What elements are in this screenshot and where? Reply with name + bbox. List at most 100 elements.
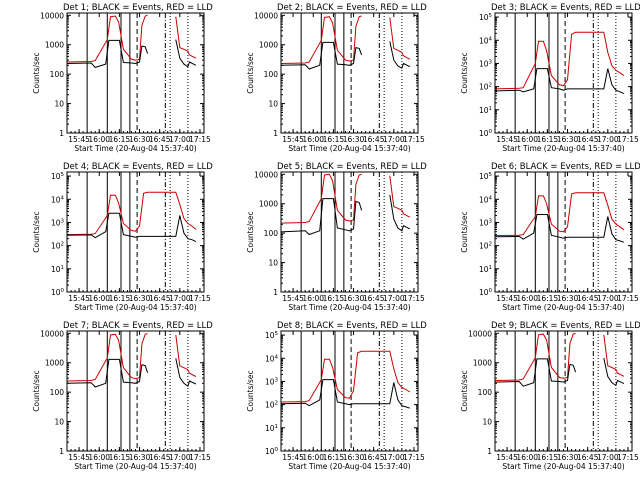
y-axis-label: Counts/sec [460,370,469,411]
x-tick-label: 16:15 [537,294,559,303]
y-tick-label: 100 [479,288,493,297]
y-axis-label: Counts/sec [32,370,41,411]
detector-panel-6: 100 101 102 103 104 105 15:4516:0016:1516:3016… [460,162,640,312]
y-tick-label: 1 [273,288,278,297]
x-tick-label: 15:45 [68,135,90,144]
x-tick-label: 16:15 [109,135,131,144]
series-line-lld [66,333,197,382]
x-tick-label: 17:15 [403,453,425,462]
detector-panel-1: 1 10 100 1000 10000 15:4516:0016:1516:3016:45… [32,3,213,153]
y-tick-label: 104 [51,195,65,204]
y-tick-label: 10 [268,100,278,109]
x-tick-label: 16:45 [149,453,171,462]
y-tick-label: 100 [50,70,65,79]
x-tick-label: 17:00 [169,294,191,303]
x-tick-label: 16:15 [537,135,559,144]
x-tick-label: 16:45 [149,294,171,303]
y-tick-label: 105 [479,172,493,181]
x-tick-label: 17:15 [189,294,211,303]
y-tick-label: 1000 [259,41,278,50]
x-tick-label: 17:00 [597,453,619,462]
x-tick-label: 16:00 [516,135,538,144]
series-line-lld [280,173,411,224]
y-axis-label: Counts/sec [32,211,41,252]
y-tick-label: 10 [268,259,278,268]
y-tick-label: 102 [479,83,492,92]
x-tick-label: 16:45 [363,135,385,144]
x-tick-label: 16:00 [516,453,538,462]
x-tick-label: 17:00 [383,135,405,144]
x-axis-label: Start Time (20-Aug-04 15:37:40) [502,303,624,312]
x-tick-label: 16:30 [343,453,365,462]
x-tick-label: 16:15 [323,453,345,462]
y-axis-label: Counts/sec [460,211,469,252]
x-tick-label: 17:00 [597,135,619,144]
y-tick-label: 100 [479,129,493,138]
x-tick-label: 17:15 [189,135,211,144]
y-tick-label: 10 [54,100,64,109]
detector-panel-3: 100 101 102 103 104 105 15:4516:0016:1516:3016… [460,3,640,153]
x-tick-label: 16:15 [109,453,131,462]
y-tick-label: 100 [264,229,279,238]
x-tick-label: 17:15 [617,135,639,144]
y-tick-label: 10000 [40,11,64,20]
x-tick-label: 15:45 [496,135,518,144]
x-tick-label: 16:15 [109,294,131,303]
x-axis-label: Start Time (20-Aug-04 15:37:40) [74,144,196,153]
x-tick-label: 15:45 [282,453,304,462]
y-axis-label: Counts/sec [32,52,41,93]
x-tick-label: 16:30 [557,453,579,462]
y-tick-label: 103 [265,377,279,386]
y-tick-label: 105 [51,172,65,181]
detector-panel-7: 1 10 100 1000 10000 15:4516:0016:1516:3016:45… [32,321,213,471]
y-tick-label: 103 [479,218,493,227]
series-line-events [494,357,625,387]
series-line-events [66,358,197,388]
x-tick-label: 15:45 [282,135,304,144]
x-tick-label: 17:15 [189,453,211,462]
x-tick-label: 16:45 [149,135,171,144]
x-tick-label: 15:45 [496,453,518,462]
x-tick-label: 17:00 [383,453,405,462]
panel-title: Det 7; BLACK = Events, RED = LLD [63,321,213,331]
x-axis-label: Start Time (20-Aug-04 15:37:40) [502,462,624,471]
y-tick-label: 1 [59,129,64,138]
y-axis-label: Counts/sec [246,52,255,93]
x-tick-label: 16:15 [323,135,345,144]
x-axis-label: Start Time (20-Aug-04 15:37:40) [74,462,196,471]
x-tick-label: 15:45 [68,294,90,303]
y-tick-label: 1000 [473,359,492,368]
x-tick-label: 16:15 [323,294,345,303]
y-tick-label: 1 [59,447,64,456]
panel-title: Det 6; BLACK = Events, RED = LLD [491,162,640,172]
y-tick-label: 104 [265,354,279,363]
y-tick-label: 10 [482,418,492,427]
x-tick-label: 17:00 [383,294,405,303]
panel-title: Det 5; BLACK = Events, RED = LLD [277,162,427,172]
series-line-lld [494,192,625,237]
x-tick-label: 16:00 [88,135,110,144]
y-tick-label: 101 [479,106,492,115]
y-tick-label: 101 [265,424,278,433]
detector-panel-4: 100 101 102 103 104 105 15:4516:0016:1516:3016… [32,162,213,312]
y-tick-label: 10000 [468,329,492,338]
x-axis-label: Start Time (20-Aug-04 15:37:40) [288,144,410,153]
x-tick-label: 16:30 [129,135,151,144]
x-tick-label: 16:30 [343,294,365,303]
panel-title: Det 9; BLACK = Events, RED = LLD [491,321,640,331]
panel-title: Det 2; BLACK = Events, RED = LLD [277,3,427,13]
y-tick-label: 100 [51,288,65,297]
x-tick-label: 17:15 [403,294,425,303]
x-tick-label: 17:15 [617,453,639,462]
x-tick-label: 16:30 [557,294,579,303]
x-tick-label: 17:00 [597,294,619,303]
y-tick-label: 1000 [45,359,64,368]
series-line-events [280,379,411,409]
y-tick-label: 100 [50,388,65,397]
y-tick-label: 101 [479,265,492,274]
panel-title: Det 3; BLACK = Events, RED = LLD [491,3,640,13]
x-tick-label: 16:15 [537,453,559,462]
y-axis-label: Counts/sec [460,52,469,93]
x-tick-label: 16:45 [363,294,385,303]
